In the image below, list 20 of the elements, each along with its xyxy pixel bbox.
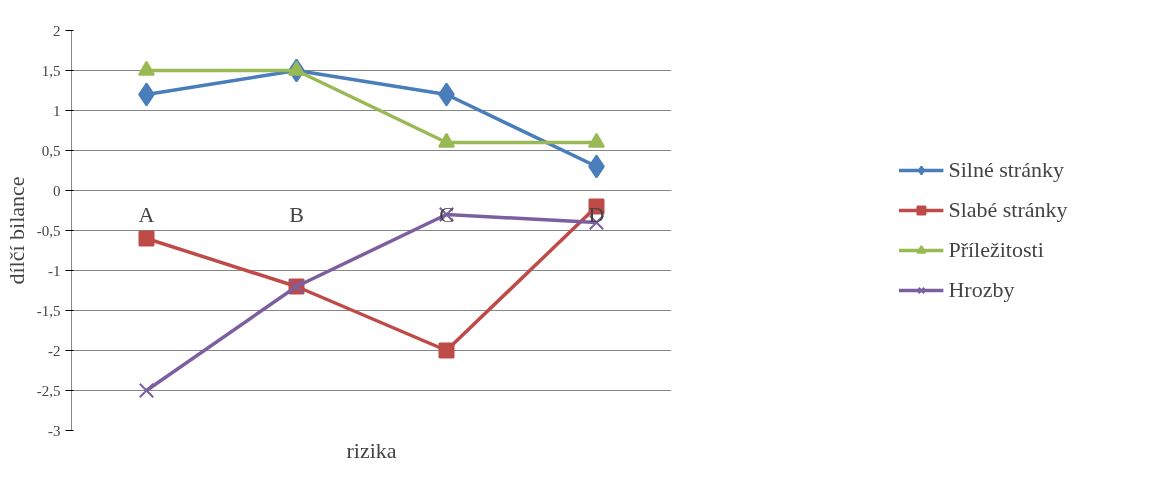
legend-label: Silné stránky	[948, 157, 1064, 183]
x-tick-label: A	[138, 201, 155, 227]
y-axis-title: dílčí bilance	[3, 176, 29, 285]
y-tick-label: -0,5	[36, 222, 61, 239]
legend-label: Hrozby	[948, 277, 1015, 303]
y-tick-label: -2,5	[36, 382, 61, 399]
y-tick-label: -1,5	[36, 302, 61, 319]
x-tick-label: B	[289, 201, 304, 227]
y-tick-label: 2	[53, 22, 61, 39]
x-tick-label: D	[588, 201, 605, 227]
y-tick-label: 0	[53, 182, 61, 199]
y-tick-label: -1	[48, 262, 61, 279]
y-tick-label: -3	[48, 422, 61, 439]
y-tick-label: -2	[48, 342, 61, 359]
y-tick-label: 1,5	[41, 62, 61, 79]
x-axis-title: rizika	[346, 437, 397, 463]
y-tick-label: 1	[53, 102, 61, 119]
y-tick-label: 0,5	[41, 142, 61, 159]
legend-label: Příležitosti	[948, 237, 1044, 263]
legend-label: Slabé stránky	[948, 197, 1068, 223]
